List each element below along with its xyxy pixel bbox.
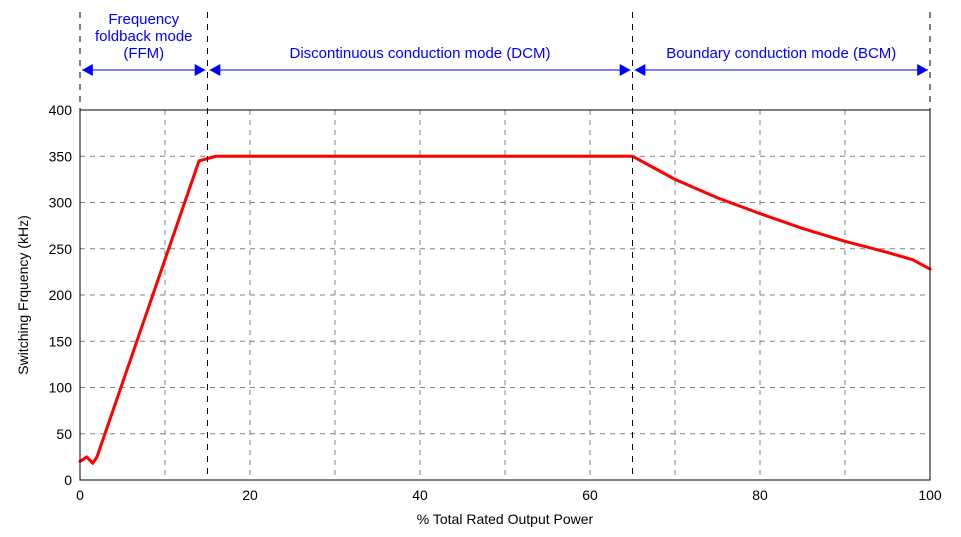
- mode-label: foldback mode: [95, 28, 193, 45]
- y-tick-label: 350: [49, 148, 73, 164]
- y-tick-label: 150: [49, 333, 73, 349]
- y-tick-label: 100: [49, 380, 73, 396]
- y-tick-label: 50: [56, 426, 72, 442]
- x-tick-label: 60: [582, 487, 598, 503]
- x-tick-label: 20: [242, 487, 258, 503]
- mode-label: Boundary conduction mode (BCM): [666, 45, 896, 62]
- mode-label: Discontinuous conduction mode (DCM): [290, 45, 551, 62]
- y-axis-label: Switching Frquency (kHz): [15, 215, 31, 375]
- switching-frequency-chart: 0 50 100 150 200 250 300 350 400 0 20 40 60 80 100 % To…: [0, 0, 961, 537]
- x-tick-label: 100: [918, 487, 942, 503]
- x-tick-label: 80: [752, 487, 768, 503]
- y-tick-label: 300: [49, 195, 73, 211]
- x-axis-label: % Total Rated Output Power: [417, 511, 594, 527]
- y-tick-label: 250: [49, 241, 73, 257]
- x-tick-label: 0: [76, 487, 84, 503]
- mode-label: (FFM): [123, 45, 164, 62]
- x-tick-label: 40: [412, 487, 428, 503]
- y-tick-label: 0: [64, 472, 72, 488]
- mode-label: Frequency: [108, 11, 179, 28]
- y-tick-label: 400: [49, 102, 73, 118]
- y-tick-label: 200: [49, 287, 73, 303]
